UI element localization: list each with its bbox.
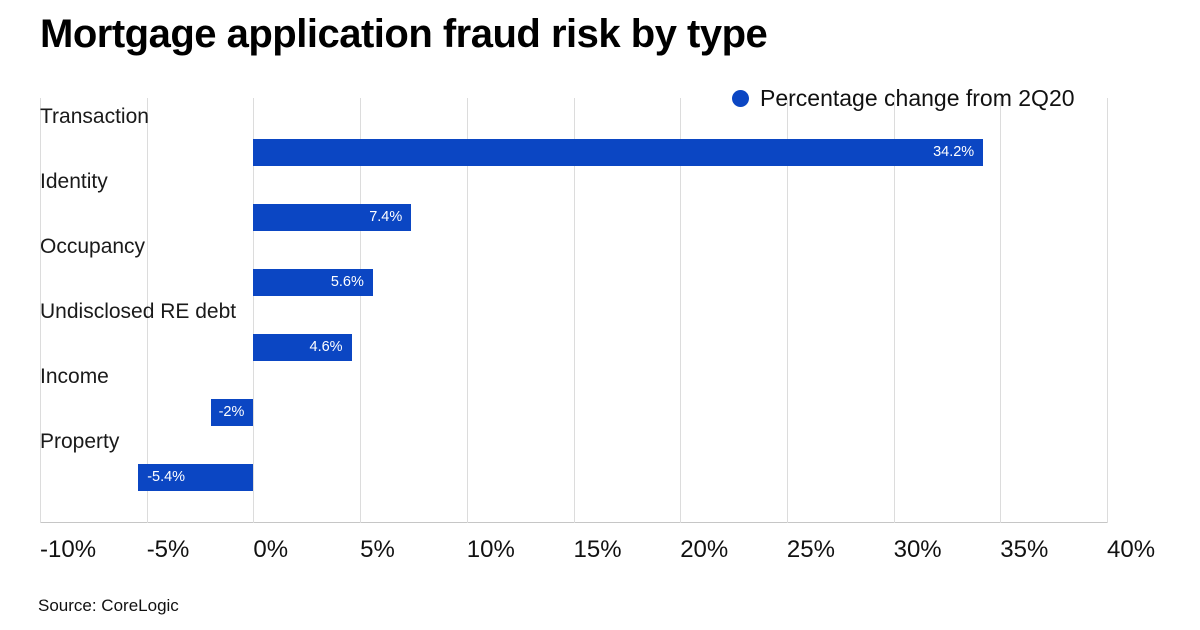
x-tick-label: 35%: [1000, 536, 1049, 563]
gridline: [466, 98, 468, 523]
bar-transaction: 34.2%: [253, 139, 984, 166]
gridline: [680, 98, 682, 523]
category-label: Occupancy: [40, 235, 146, 258]
x-tick-label: 10%: [466, 536, 515, 563]
category-label: Income: [40, 365, 109, 388]
bar-occupancy: 5.6%: [253, 269, 373, 296]
gridline: [360, 98, 362, 523]
category-label: Transaction: [40, 105, 149, 128]
legend-label: Percentage change from 2Q20: [760, 84, 1075, 111]
category-label: Property: [40, 430, 120, 453]
gridline: [146, 98, 148, 523]
bar-value-label: -5.4%: [147, 469, 186, 485]
x-tick-label: -10%: [40, 536, 97, 563]
x-tick-label: 40%: [1107, 536, 1156, 563]
gridline: [1000, 98, 1002, 523]
gridline: [40, 98, 41, 523]
category-label: Undisclosed RE debt: [40, 300, 237, 323]
x-tick-label: 15%: [573, 536, 622, 563]
bar-undisclosed-re-debt: 4.6%: [253, 334, 352, 361]
bar-income: -2%: [210, 399, 254, 426]
category-label: Identity: [40, 170, 108, 193]
bar-value-label: 34.2%: [933, 144, 975, 160]
gridline: [786, 98, 788, 523]
chart-title: Mortgage application fraud risk by type: [40, 12, 768, 56]
gridline: [573, 98, 575, 523]
bar-value-label: 4.6%: [309, 339, 343, 355]
bar-property: -5.4%: [138, 464, 254, 491]
x-tick-label: 30%: [893, 536, 942, 563]
bar-value-label: 7.4%: [369, 209, 403, 225]
legend-circle-icon: [732, 89, 749, 107]
legend: Percentage change from 2Q20: [732, 84, 1075, 112]
x-axis-tick-labels: -10% -5% 0% 5% 10% 15% 20% 25% 30% 35% 40%: [0, 536, 1200, 566]
bar-identity: 7.4%: [253, 204, 412, 231]
bar-value-label: -2%: [218, 404, 245, 420]
x-tick-label: 5%: [360, 536, 395, 563]
plot-area: Transaction 34.2% Identity 7.4% Occupancy 5.6…: [40, 98, 1108, 523]
gridline: [1107, 98, 1108, 523]
x-tick-label: 20%: [680, 536, 729, 563]
x-tick-label: 25%: [786, 536, 835, 563]
gridline: [253, 98, 255, 523]
x-tick-label: -5%: [146, 536, 190, 563]
source-note: Source: CoreLogic: [38, 596, 179, 615]
bar-value-label: 5.6%: [330, 274, 364, 290]
gridline: [893, 98, 895, 523]
x-tick-label: 0%: [253, 536, 289, 563]
